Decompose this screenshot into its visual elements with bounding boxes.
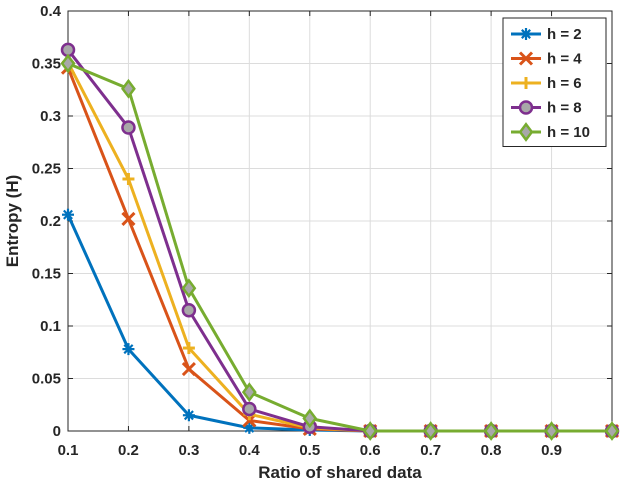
point-marker bbox=[122, 343, 135, 356]
marker-stroke bbox=[181, 361, 196, 377]
point-marker bbox=[182, 409, 195, 422]
point-marker bbox=[181, 361, 196, 377]
legend-item: h = 6 bbox=[511, 75, 582, 92]
point-marker bbox=[62, 208, 74, 221]
point-marker bbox=[242, 401, 257, 417]
y-tick-label: 0.05 bbox=[32, 371, 61, 388]
point-marker bbox=[60, 53, 76, 74]
point-marker bbox=[518, 100, 534, 115]
x-tick-label: 0.4 bbox=[239, 442, 261, 459]
legend-item: h = 2 bbox=[511, 26, 582, 43]
point-marker bbox=[241, 382, 257, 403]
x-tick-label: 0.5 bbox=[299, 442, 320, 459]
legend: h = 2 h = 4 h = 6 h = 8 h = 10 bbox=[502, 17, 607, 147]
y-tick-label: 0.1 bbox=[40, 318, 61, 335]
y-tick-label: 0 bbox=[53, 423, 61, 440]
x-tick-label: 0.8 bbox=[481, 442, 502, 459]
point-marker bbox=[122, 173, 135, 185]
x-tick-label: 0.9 bbox=[541, 442, 562, 459]
ticks: 0.1 0.2 0.3 0.4 0.5 0.6 0.7 0.8 0.9 0 0.05 0.1 0.15 0… bbox=[32, 3, 612, 459]
point-marker bbox=[520, 28, 532, 40]
marker-stroke bbox=[518, 51, 534, 66]
legend-item: h = 8 bbox=[511, 100, 582, 117]
point-marker bbox=[121, 78, 136, 99]
legend-label: h = 6 bbox=[547, 75, 582, 92]
point-marker bbox=[302, 408, 318, 429]
legend-label: h = 10 bbox=[547, 124, 590, 141]
point-marker bbox=[121, 120, 136, 135]
y-tick-label: 0.35 bbox=[32, 56, 61, 73]
y-tick-label: 0.2 bbox=[40, 213, 61, 230]
x-tick-label: 0.1 bbox=[58, 442, 79, 459]
y-tick-label: 0.15 bbox=[32, 266, 61, 283]
series-h10 bbox=[60, 53, 620, 441]
y-axis-title: Entropy (H) bbox=[3, 175, 22, 268]
marker-stroke bbox=[183, 410, 194, 421]
point-marker bbox=[518, 51, 534, 66]
point-marker bbox=[544, 421, 559, 441]
point-marker bbox=[181, 278, 197, 299]
legend-label: h = 2 bbox=[547, 26, 582, 43]
series-line bbox=[67, 62, 612, 433]
legend-item: h = 10 bbox=[511, 122, 590, 142]
x-tick-label: 0.7 bbox=[420, 442, 441, 459]
x-axis-title: Ratio of shared data bbox=[258, 463, 422, 482]
point-marker bbox=[423, 421, 439, 441]
point-marker bbox=[483, 421, 499, 441]
x-tick-label: 0.3 bbox=[178, 442, 199, 459]
point-marker bbox=[182, 342, 195, 355]
legend-item: h = 4 bbox=[511, 51, 582, 68]
y-tick-label: 0.3 bbox=[40, 108, 61, 125]
marker-stroke bbox=[63, 209, 73, 220]
marker-stroke bbox=[521, 29, 531, 39]
point-marker bbox=[518, 122, 534, 142]
y-tick-label: 0.25 bbox=[32, 161, 61, 178]
y-tick-label: 0.4 bbox=[40, 3, 62, 20]
marker-stroke bbox=[121, 211, 136, 226]
point-marker bbox=[181, 303, 197, 318]
point-marker bbox=[362, 421, 378, 441]
marker-stroke bbox=[123, 344, 134, 355]
point-marker bbox=[121, 211, 136, 226]
legend-label: h = 4 bbox=[547, 51, 582, 68]
point-marker bbox=[604, 421, 620, 441]
point-marker bbox=[520, 77, 532, 89]
legend-label: h = 8 bbox=[547, 100, 582, 117]
x-tick-label: 0.6 bbox=[360, 442, 381, 459]
x-tick-label: 0.2 bbox=[118, 442, 139, 459]
